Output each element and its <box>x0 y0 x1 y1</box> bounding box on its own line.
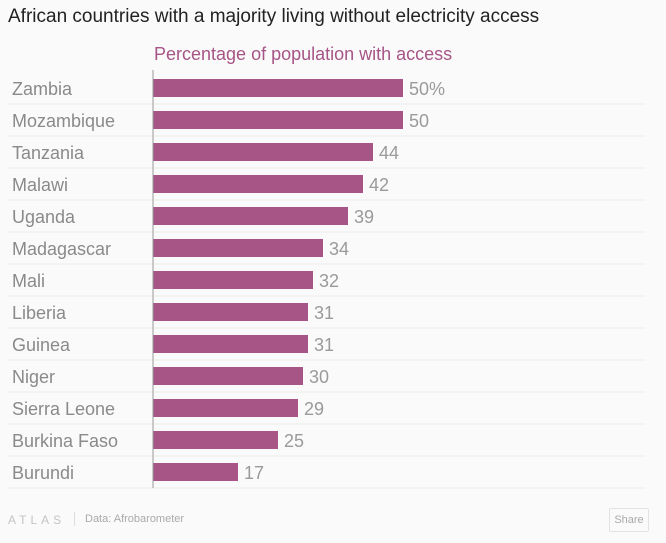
category-label: Tanzania <box>12 143 85 163</box>
bar-zambia <box>153 79 403 97</box>
bar-tanzania <box>153 143 373 161</box>
category-label: Burundi <box>12 463 74 483</box>
bar-malawi <box>153 175 363 193</box>
bar-guinea <box>153 335 308 353</box>
bar-madagascar <box>153 239 323 257</box>
category-label: Liberia <box>12 303 67 323</box>
category-label: Malawi <box>12 175 68 195</box>
data-label: 31 <box>314 303 334 323</box>
category-label: Madagascar <box>12 239 111 259</box>
data-label: 30 <box>309 367 329 387</box>
chart-subtitle: Percentage of population with access <box>154 44 453 64</box>
data-label: 34 <box>329 239 349 259</box>
category-label: Guinea <box>12 335 71 355</box>
category-label: Mali <box>12 271 45 291</box>
bar-niger <box>153 367 303 385</box>
bar-sierra-leone <box>153 399 298 417</box>
category-label: Uganda <box>12 207 76 227</box>
atlas-logo: ATLAS <box>8 513 66 527</box>
data-label: 31 <box>314 335 334 355</box>
bar-mozambique <box>153 111 403 129</box>
bar-uganda <box>153 207 348 225</box>
category-label: Niger <box>12 367 55 387</box>
data-label: 17 <box>244 463 264 483</box>
bar-burundi <box>153 463 238 481</box>
data-label: 42 <box>369 175 389 195</box>
share-button[interactable]: Share <box>609 508 649 532</box>
data-label: 25 <box>284 431 304 451</box>
footer-divider <box>74 512 75 526</box>
chart-title: African countries with a majority living… <box>8 6 540 27</box>
data-label: 29 <box>304 399 324 419</box>
data-label: 50 <box>409 111 429 131</box>
data-source: Data: Afrobarometer <box>85 513 185 525</box>
category-label: Sierra Leone <box>12 399 115 419</box>
data-label: 32 <box>319 271 339 291</box>
data-label: 50% <box>409 79 445 99</box>
bar-mali <box>153 271 313 289</box>
bar-liberia <box>153 303 308 321</box>
category-label: Mozambique <box>12 111 115 131</box>
bar-chart: Zambia 50% Mozambique 50 Tanzania 44 Malawi 42 U… <box>8 70 646 489</box>
category-label: Zambia <box>12 79 73 99</box>
category-label: Burkina Faso <box>12 431 118 451</box>
data-label: 39 <box>354 207 374 227</box>
data-label: 44 <box>379 143 399 163</box>
bar-burkina-faso <box>153 431 278 449</box>
